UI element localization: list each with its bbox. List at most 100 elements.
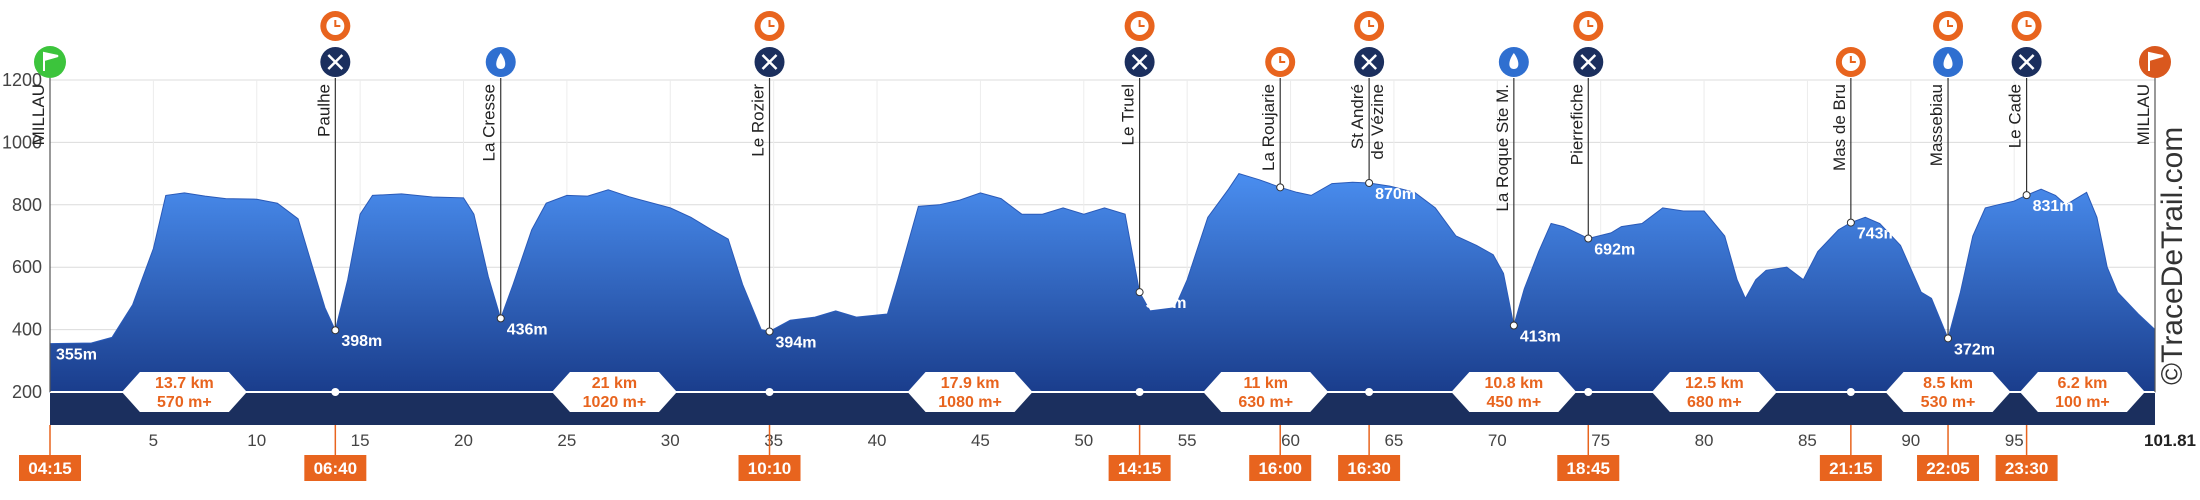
waypoint: Le Truel 520m bbox=[1119, 11, 1187, 312]
segment-label: 10.8 km 450 m+ bbox=[1451, 372, 1577, 412]
waypoint-name: St André bbox=[1348, 84, 1367, 149]
segment-distance: 13.7 km bbox=[155, 375, 214, 392]
end-distance-label: 101.81 bbox=[2144, 431, 2196, 450]
waypoint: Pierrefiche 692m bbox=[1567, 11, 1635, 258]
waypoint: La Cresse 436m bbox=[480, 47, 548, 338]
clock-icon bbox=[1354, 11, 1385, 41]
waypoint-dot bbox=[765, 327, 774, 336]
waypoint: Le Cade 831m bbox=[2006, 11, 2074, 215]
clock-icon bbox=[754, 11, 785, 41]
time-label: 23:30 bbox=[2005, 459, 2048, 478]
time-label: 22:05 bbox=[1926, 459, 1969, 478]
clock-icon bbox=[320, 11, 351, 41]
waypoint-dot bbox=[1846, 218, 1855, 227]
segment-label: 8.5 km 530 m+ bbox=[1885, 372, 2011, 412]
clock-icon-hands bbox=[1279, 56, 1286, 63]
time-marker: 14:15 bbox=[1108, 425, 1171, 481]
start-flag-icon-bg bbox=[34, 46, 66, 78]
x-tick-label: 45 bbox=[971, 431, 990, 450]
waypoint-elevation: 743m bbox=[1857, 226, 1898, 243]
waypoint-name: MILLAU bbox=[29, 84, 48, 145]
x-tick-label: 95 bbox=[2005, 431, 2024, 450]
waypoint-name: MILLAU bbox=[2134, 84, 2153, 145]
segment-distance: 12.5 km bbox=[1685, 375, 1744, 392]
x-tick-label: 10 bbox=[247, 431, 266, 450]
segment-label-box bbox=[1651, 372, 1777, 412]
waypoint: La Roque Ste M. 413m bbox=[1493, 47, 1561, 346]
segment-label: 6.2 km 100 m+ bbox=[2019, 372, 2145, 412]
waypoint-elevation: 436m bbox=[507, 321, 548, 338]
time-marker: 22:05 bbox=[1917, 425, 1980, 481]
x-tick-label: 55 bbox=[1178, 431, 1197, 450]
time-box bbox=[19, 455, 81, 481]
clock-icon-hands bbox=[1368, 20, 1375, 27]
fork-knife-icon bbox=[754, 47, 785, 77]
x-tick-label: 80 bbox=[1695, 431, 1714, 450]
credit-text: ©TraceDeTrail.com bbox=[2156, 127, 2189, 385]
time-marker: 16:00 bbox=[1249, 425, 1312, 481]
elevation-area bbox=[49, 173, 2156, 393]
waypoint-dot bbox=[1276, 183, 1285, 192]
clock-icon-hands bbox=[1587, 20, 1594, 27]
segment-gain: 1020 m+ bbox=[583, 394, 647, 411]
segment-gain: 570 m+ bbox=[157, 394, 212, 411]
time-marker: 10:10 bbox=[738, 425, 801, 481]
water-drop-icon bbox=[1933, 47, 1964, 77]
x-tick-label: 85 bbox=[1798, 431, 1817, 450]
waypoint-elevation: 692m bbox=[1594, 241, 1635, 258]
time-box bbox=[1249, 455, 1312, 481]
waypoint-name: Massebiau bbox=[1927, 84, 1946, 166]
waypoint-name: La Cresse bbox=[480, 84, 499, 161]
segment-gain: 530 m+ bbox=[1921, 394, 1976, 411]
fork-knife-icon-shape bbox=[1131, 54, 1148, 70]
clock-icon-hands bbox=[1138, 20, 1145, 27]
waypoint-name: Le Truel bbox=[1119, 84, 1138, 145]
waypoint: Le Rozier 394m bbox=[749, 11, 817, 351]
time-box bbox=[1819, 455, 1882, 481]
fork-knife-icon bbox=[2011, 47, 2042, 77]
segment-label-box bbox=[1885, 372, 2011, 412]
waypoint-elevation: 355m bbox=[56, 347, 97, 364]
x-tick-label: 15 bbox=[351, 431, 370, 450]
finish-flag-icon bbox=[2139, 46, 2171, 78]
waypoint-dot bbox=[2022, 191, 2031, 200]
waypoint-elevation: 398m bbox=[341, 333, 382, 350]
clock-icon bbox=[1835, 47, 1866, 77]
segment-label-box bbox=[121, 372, 247, 412]
clock-icon-hands bbox=[1849, 56, 1856, 63]
waypoint-elevation: 394m bbox=[776, 334, 817, 351]
waypoint-dot bbox=[1365, 178, 1374, 187]
water-drop-icon-shape bbox=[1509, 53, 1519, 69]
segment-label-box bbox=[1451, 372, 1577, 412]
segment-dot bbox=[1846, 388, 1855, 396]
x-tick-label: 35 bbox=[764, 431, 783, 450]
waypoint-name: Mas de Bru bbox=[1830, 84, 1849, 171]
waypoint-name: La Roujarie bbox=[1259, 84, 1278, 171]
waypoint-name: Le Rozier bbox=[749, 84, 768, 157]
waypoint: MILLAU 355m bbox=[29, 46, 97, 392]
water-drop-icon-shape bbox=[496, 53, 506, 69]
segment-dot bbox=[331, 388, 340, 396]
waypoint: Mas de Bru 743m bbox=[1830, 47, 1898, 243]
y-tick-label: 600 bbox=[12, 257, 42, 277]
time-label: 18:45 bbox=[1567, 459, 1610, 478]
time-marker: 06:40 bbox=[304, 425, 367, 481]
waypoint-name: Paulhe bbox=[314, 84, 333, 137]
segment-distance: 10.8 km bbox=[1484, 375, 1543, 392]
time-markers: 04:15 06:40 10:10 14:15 16:00 16:30 18:45 21:15… bbox=[19, 425, 2058, 481]
time-box bbox=[1338, 455, 1401, 481]
axes: 200 400 600 800 1000 1200 5 10 15 20 25 30 35 40 45 50 5… bbox=[2, 70, 2155, 450]
waypoint-name-line2: de Vézine bbox=[1368, 84, 1387, 160]
x-tick-label: 60 bbox=[1281, 431, 1300, 450]
y-tick-label: 1200 bbox=[2, 70, 42, 90]
time-marker: 21:15 bbox=[1819, 425, 1882, 481]
clock-icon bbox=[1573, 11, 1604, 41]
fork-knife-icon-shape bbox=[327, 54, 344, 70]
fork-knife-icon bbox=[320, 47, 351, 77]
y-tick-label: 400 bbox=[12, 320, 42, 340]
waypoint-name: Pierrefiche bbox=[1567, 84, 1586, 165]
y-tick-label: 200 bbox=[12, 382, 42, 402]
segment-label: 12.5 km 680 m+ bbox=[1651, 372, 1777, 412]
segment-gain: 680 m+ bbox=[1687, 394, 1742, 411]
